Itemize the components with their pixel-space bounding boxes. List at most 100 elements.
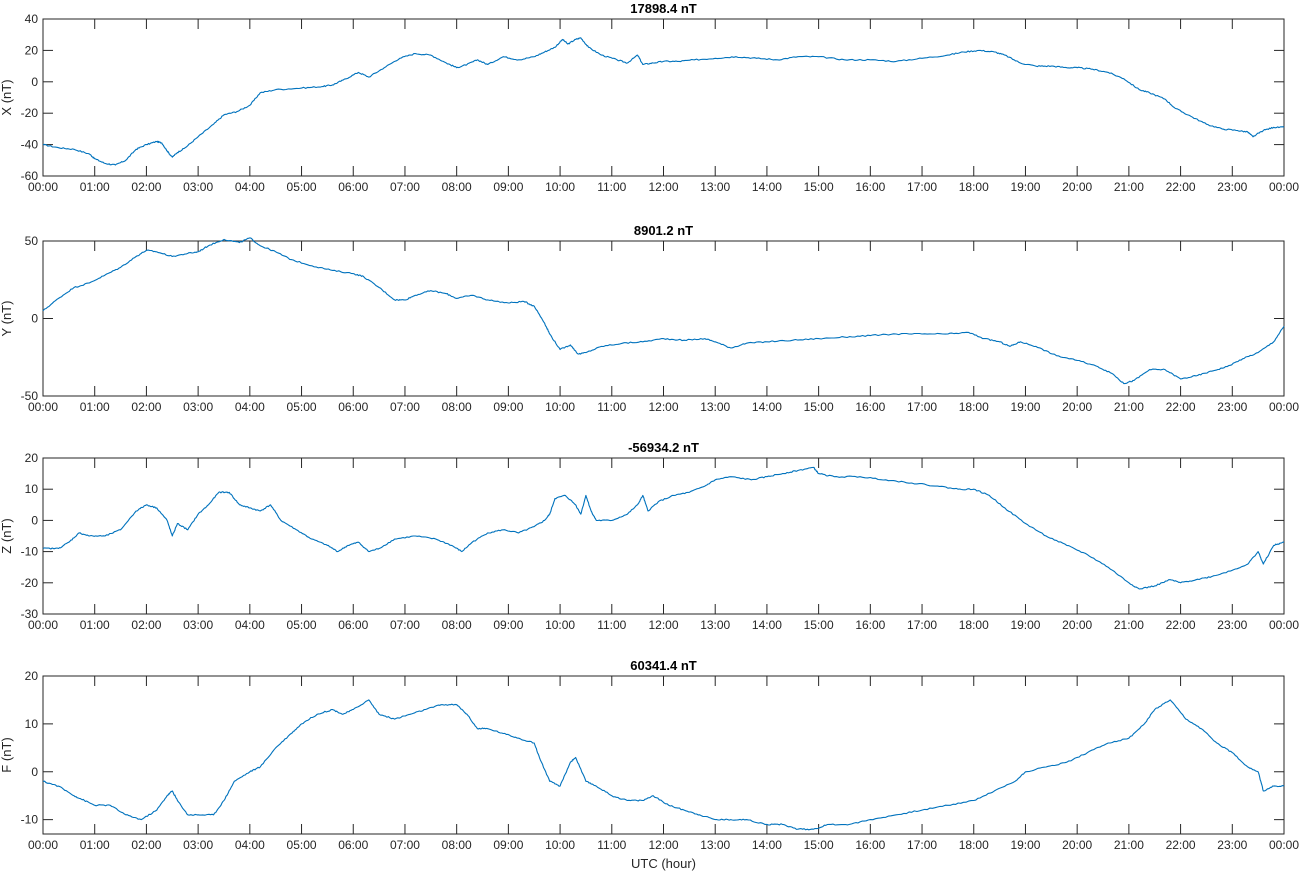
x-tick-label: 16:00 <box>855 618 885 632</box>
x-tick-label: 08:00 <box>442 618 472 632</box>
x-tick-label: 12:00 <box>648 400 678 414</box>
chart-panel-2: 00:00 01:00 02:00 03:00 04:00 05:00 06:00 07:00… <box>0 223 1299 414</box>
plot-frame <box>42 240 1285 397</box>
x-tick-label: 14:00 <box>752 400 782 414</box>
y-axis-label: X (nT) <box>0 79 14 115</box>
x-tick-label: 03:00 <box>183 618 213 632</box>
x-tick-label: 09:00 <box>493 400 523 414</box>
x-tick-label: 10:00 <box>545 180 575 194</box>
chart-panel-1: 00:00 01:00 02:00 03:00 04:00 05:00 06:00 07:00… <box>0 1 1299 194</box>
x-tick-label: 11:00 <box>597 400 626 414</box>
x-tick-label: 07:00 <box>390 838 420 852</box>
x-tick-label: 17:00 <box>907 180 937 194</box>
x-tick-label: 08:00 <box>442 838 472 852</box>
x-tick-label: 10:00 <box>545 618 575 632</box>
x-tick-label: 00:00 <box>28 180 58 194</box>
x-tick-label: 19:00 <box>1010 618 1040 632</box>
x-tick-label: 13:00 <box>700 400 730 414</box>
x-tick-label: 00:00 <box>28 400 58 414</box>
x-tick-label: 01:00 <box>80 618 110 632</box>
x-tick-label: 17:00 <box>907 618 937 632</box>
x-tick-label: 18:00 <box>959 180 989 194</box>
x-tick-label: 11:00 <box>597 838 626 852</box>
x-tick-label: 20:00 <box>1062 618 1092 632</box>
x-tick-label: 17:00 <box>907 400 937 414</box>
plot-frame <box>42 457 1285 615</box>
x-tick-label: 07:00 <box>390 400 420 414</box>
x-tick-label: 00:00 <box>28 618 58 632</box>
x-tick-label: 12:00 <box>648 838 678 852</box>
x-tick-label: 12:00 <box>648 180 678 194</box>
chart-panel-3: 00:00 01:00 02:00 03:00 04:00 05:00 06:00 07:00… <box>0 440 1299 632</box>
y-tick-label: 20 <box>25 451 39 465</box>
x-tick-label: 02:00 <box>131 838 161 852</box>
x-tick-label: 17:00 <box>907 838 937 852</box>
y-axis-label: F (nT) <box>0 737 14 772</box>
x-tick-label: 13:00 <box>700 838 730 852</box>
x-axis-label: UTC (hour) <box>631 856 696 871</box>
x-tick-label: 04:00 <box>235 618 265 632</box>
x-tick-label: 19:00 <box>1010 838 1040 852</box>
series-line <box>42 699 1285 831</box>
y-tick-label: -30 <box>21 607 39 621</box>
x-tick-label: 16:00 <box>855 838 885 852</box>
x-tick-label: 18:00 <box>959 400 989 414</box>
x-tick-label: 21:00 <box>1114 180 1144 194</box>
x-tick-label: 23:00 <box>1217 400 1247 414</box>
x-tick-label: 13:00 <box>700 618 730 632</box>
x-tick-label: 03:00 <box>183 180 213 194</box>
panel-title: -56934.2 nT <box>628 440 699 455</box>
x-tick-label: 20:00 <box>1062 180 1092 194</box>
y-tick-label: -50 <box>21 389 39 403</box>
x-tick-label: 08:00 <box>442 400 472 414</box>
plot-frame <box>42 675 1285 835</box>
y-tick-label: 0 <box>31 312 38 326</box>
x-tick-label: 02:00 <box>131 180 161 194</box>
x-tick-label: 11:00 <box>597 618 626 632</box>
y-axis-label: Z (nT) <box>0 518 14 553</box>
y-tick-label: -60 <box>21 169 39 183</box>
series-line <box>42 237 1285 385</box>
x-tick-label: 13:00 <box>700 180 730 194</box>
x-tick-label: 06:00 <box>338 618 368 632</box>
x-tick-label: 14:00 <box>752 838 782 852</box>
x-tick-label: 04:00 <box>235 180 265 194</box>
chart-panel-4: 00:00 01:00 02:00 03:00 04:00 05:00 06:00 07:00… <box>0 658 1299 871</box>
y-tick-label: -40 <box>21 138 39 152</box>
x-tick-label: 16:00 <box>855 400 885 414</box>
x-tick-label: 08:00 <box>442 180 472 194</box>
x-tick-label: 20:00 <box>1062 400 1092 414</box>
x-tick-label: 22:00 <box>1166 838 1196 852</box>
x-tick-label: 23:00 <box>1217 618 1247 632</box>
x-tick-label: 00:00 <box>1269 618 1299 632</box>
x-tick-label: 11:00 <box>597 180 626 194</box>
x-tick-label: 01:00 <box>80 400 110 414</box>
x-tick-label: 01:00 <box>80 838 110 852</box>
x-tick-label: 22:00 <box>1166 618 1196 632</box>
plot-frame <box>42 18 1285 177</box>
x-tick-label: 22:00 <box>1166 400 1196 414</box>
x-tick-label: 03:00 <box>183 400 213 414</box>
x-tick-label: 14:00 <box>752 180 782 194</box>
x-tick-label: 09:00 <box>493 180 523 194</box>
x-tick-label: 02:00 <box>131 400 161 414</box>
x-tick-label: 04:00 <box>235 838 265 852</box>
x-tick-label: 12:00 <box>648 618 678 632</box>
x-tick-label: 14:00 <box>752 618 782 632</box>
x-tick-label: 21:00 <box>1114 618 1144 632</box>
series-line <box>42 466 1285 590</box>
y-tick-label: 20 <box>25 669 39 683</box>
x-tick-label: 19:00 <box>1010 400 1040 414</box>
x-tick-label: 00:00 <box>28 838 58 852</box>
panel-title: 8901.2 nT <box>634 223 693 238</box>
x-tick-label: 01:00 <box>80 180 110 194</box>
x-tick-label: 00:00 <box>1269 400 1299 414</box>
y-tick-label: -10 <box>21 813 39 827</box>
x-tick-label: 15:00 <box>804 618 834 632</box>
x-tick-label: 18:00 <box>959 838 989 852</box>
x-tick-label: 05:00 <box>287 618 317 632</box>
x-tick-label: 21:00 <box>1114 400 1144 414</box>
x-tick-label: 07:00 <box>390 180 420 194</box>
x-tick-label: 19:00 <box>1010 180 1040 194</box>
